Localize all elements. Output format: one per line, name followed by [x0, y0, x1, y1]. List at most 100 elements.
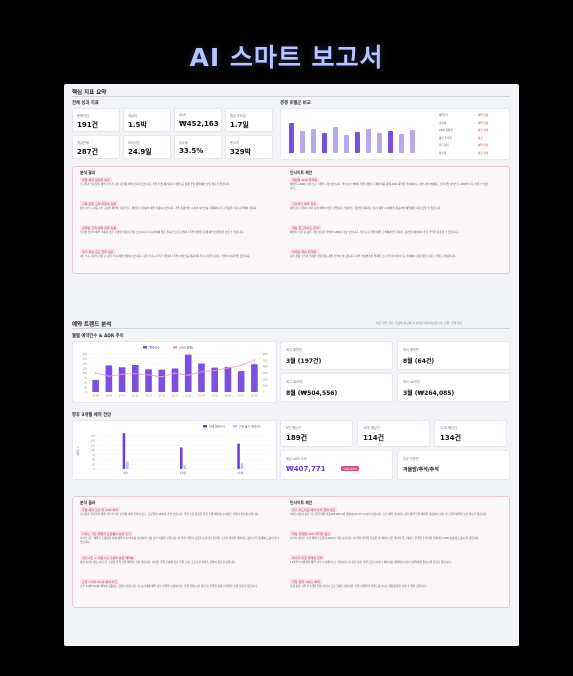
compare-metric-value: 예약 달성 — [478, 114, 489, 117]
peak-card-value: 3월 (197건) — [286, 358, 322, 365]
revenue-card-label: 예상 ADR 수익 — [286, 457, 307, 461]
compare-bar — [289, 123, 294, 153]
y-tick-label: 200 — [82, 353, 87, 356]
compare-metric-value: 평균 이하 — [478, 129, 489, 132]
compare-card — [280, 108, 510, 160]
insight-tag: 객실 업그레이드 전략 — [290, 225, 321, 231]
kpi-card: 총고객 329박 — [225, 135, 273, 159]
kpi-label: 총고객 — [230, 141, 239, 145]
insight-tag: 가족 단위 고객 타겟팅 강화 — [80, 201, 119, 207]
current-bar — [180, 447, 183, 469]
y2-tick-label: 0 — [263, 391, 265, 394]
insight-tag: 모바일 고객 예약 의존 높음 — [80, 225, 119, 231]
insight-tag: 비수기 타겟 마케팅 강화 — [290, 555, 325, 561]
insight-tag: 장기 리드타임 예약 유치 전략 필요 — [290, 507, 338, 513]
insight-text: 모바일 및 PC 예약 비중이 높은 모바일 비율이 가장 높습니다. 이 시간… — [80, 231, 244, 234]
compare-metric-value: 예약 달성 — [478, 144, 489, 147]
y-axis-label: 예약건수 — [76, 446, 80, 456]
adr-point — [121, 373, 123, 376]
peak-card-label: 최저 예약월 — [403, 348, 419, 352]
legend-swatch-pace — [233, 425, 237, 428]
kpi-value: 287건 — [77, 148, 99, 156]
kpi-card: 평균 투숙일 1.7일 — [225, 108, 273, 132]
peak-card: 최저 ADR월 3월 (₩264,085) — [397, 373, 510, 402]
compare-metric-label: 예약건수 — [439, 114, 449, 117]
insight-tag: 주말 예약 활성화 필요 — [80, 177, 112, 183]
bookings-bar — [171, 368, 179, 392]
insight-text: 4인 투숙 기간이 가장 긴 장기 투숙 예약 비율이 높습니다. 장기 투숙 … — [80, 255, 251, 258]
revenue-card-value: ₩407,771 — [286, 465, 326, 473]
kpi-value: 329박 — [230, 148, 252, 156]
kpi-card: ADR ₩452,163 — [174, 108, 222, 132]
compare-bar — [300, 131, 305, 153]
compare-bar — [344, 135, 349, 153]
divider — [72, 96, 510, 97]
compare-bar — [377, 133, 382, 153]
divider — [72, 328, 510, 329]
pace-bar — [126, 461, 129, 469]
forecast-card-value: 114건 — [363, 434, 385, 442]
compare-bar — [311, 129, 316, 153]
overall-kpi-title: 전체 성과 지표 — [72, 101, 99, 106]
bookings-bar — [211, 367, 218, 392]
legend-swatch-bookings — [143, 346, 147, 349]
legend-swatch-adr — [173, 346, 177, 349]
bookings-bar — [105, 365, 113, 392]
analysis-box-2 — [72, 496, 510, 608]
insight-text: 디럭스 가든 패밀리 트윈룸의 전체 예약의 14.2%를 차지하며 가장 높은… — [80, 537, 280, 544]
compare-bar — [410, 130, 415, 153]
peak-card: 최고 ADR월 8월 (₩504,556) — [280, 373, 393, 402]
x-tick-label: 25.03 — [185, 395, 192, 398]
bookings-bar — [92, 379, 99, 392]
monthly-chart-card: 예약건수 ADR(천원) 0 25 50 75 100 125 150 175 200 0 100 200… — [72, 341, 277, 403]
report-page[interactable]: 핵심 지표 요약 전체 성과 지표 총예약건 191건 객실박 1.5박 ADR ₩452… — [64, 84, 519, 646]
compare-metric-label: 리드타임 — [439, 144, 449, 147]
y-tick-label: 75 — [84, 377, 88, 380]
adr-point — [213, 369, 216, 372]
bookings-bar — [251, 364, 258, 392]
season-card: 주요 전망월 겨울방/추석/추석 — [397, 450, 510, 480]
pace-bar — [240, 463, 244, 469]
kpi-label: 리드타임 — [128, 141, 140, 145]
y-tick-label: 25 — [84, 386, 88, 389]
kpi-card: 총예약건 191건 — [72, 108, 120, 132]
insight-text: 토요일과 일요일의 예약 건수가 다른 요일에 비해 현저히 낮고, 토요일의 … — [80, 513, 259, 516]
insight-tag: 할인하다 예약 축진 — [290, 201, 318, 207]
adr-point — [174, 372, 176, 374]
bookings-bar — [118, 367, 126, 392]
compare-metric-label: ADR 경쟁력 — [439, 129, 453, 132]
x-tick-label: 24.08 — [92, 395, 99, 398]
bookings-bar — [237, 371, 245, 392]
insight-tag: 객실 유형별 ADR 최적화 필요 — [290, 531, 332, 537]
adr-point — [108, 375, 110, 377]
forecast-card: 11월 예상건 134건 — [434, 420, 507, 447]
peak-card: 최다 예약월 3월 (197건) — [280, 341, 393, 370]
monthly-chart-title: 월별 예약건수 & ADR 추이 — [72, 334, 124, 339]
x-tick-label: 24.10 — [119, 395, 126, 398]
analysis-box-1 — [72, 166, 510, 274]
insight-tag: 오후 3시와 8시의 예약 피크 — [80, 579, 120, 585]
kpi-label: 평균 투숙일 — [230, 114, 246, 118]
kpi-value: 191건 — [77, 121, 99, 129]
compare-metric-label: 가동률 — [439, 121, 447, 125]
x-tick-label: 9월 — [123, 471, 128, 475]
adr-point — [240, 364, 242, 367]
compare-title: 경쟁 호텔군 비교 — [280, 101, 311, 106]
peak-card-value: 3월 (₩264,085) — [403, 390, 455, 397]
analysis-2-right-title: 인사이트 제안 — [290, 500, 313, 505]
compare-bar — [366, 129, 371, 153]
compare-bar — [388, 131, 393, 153]
compare-metric-value: 예약 달성 — [478, 121, 489, 125]
y-tick-label: 125 — [82, 367, 87, 370]
adr-point — [134, 372, 137, 375]
insight-text: 지역 관광 코스와 연계한 결합 상품 개발 전략이 필요합니다. 지역 관광명… — [290, 255, 457, 258]
y2-tick-label: 300 — [263, 372, 268, 375]
kpi-label: 객실박 — [128, 114, 137, 118]
compare-metric-value: 평균 — [478, 136, 483, 140]
insight-text: 성인 2인 + 아동 1인 구성의 예약이 가장 많고, 패밀리 트윈룸의 예약… — [80, 207, 258, 210]
pace-bar — [183, 465, 186, 469]
insight-tag: 성인 2인 + 아동 1인 구성의 높은 예약률 — [80, 555, 136, 561]
summary-title: 핵심 지표 요약 — [72, 90, 107, 96]
legend-swatch-current — [203, 425, 207, 428]
x-tick-label: 25.07 — [238, 395, 245, 398]
